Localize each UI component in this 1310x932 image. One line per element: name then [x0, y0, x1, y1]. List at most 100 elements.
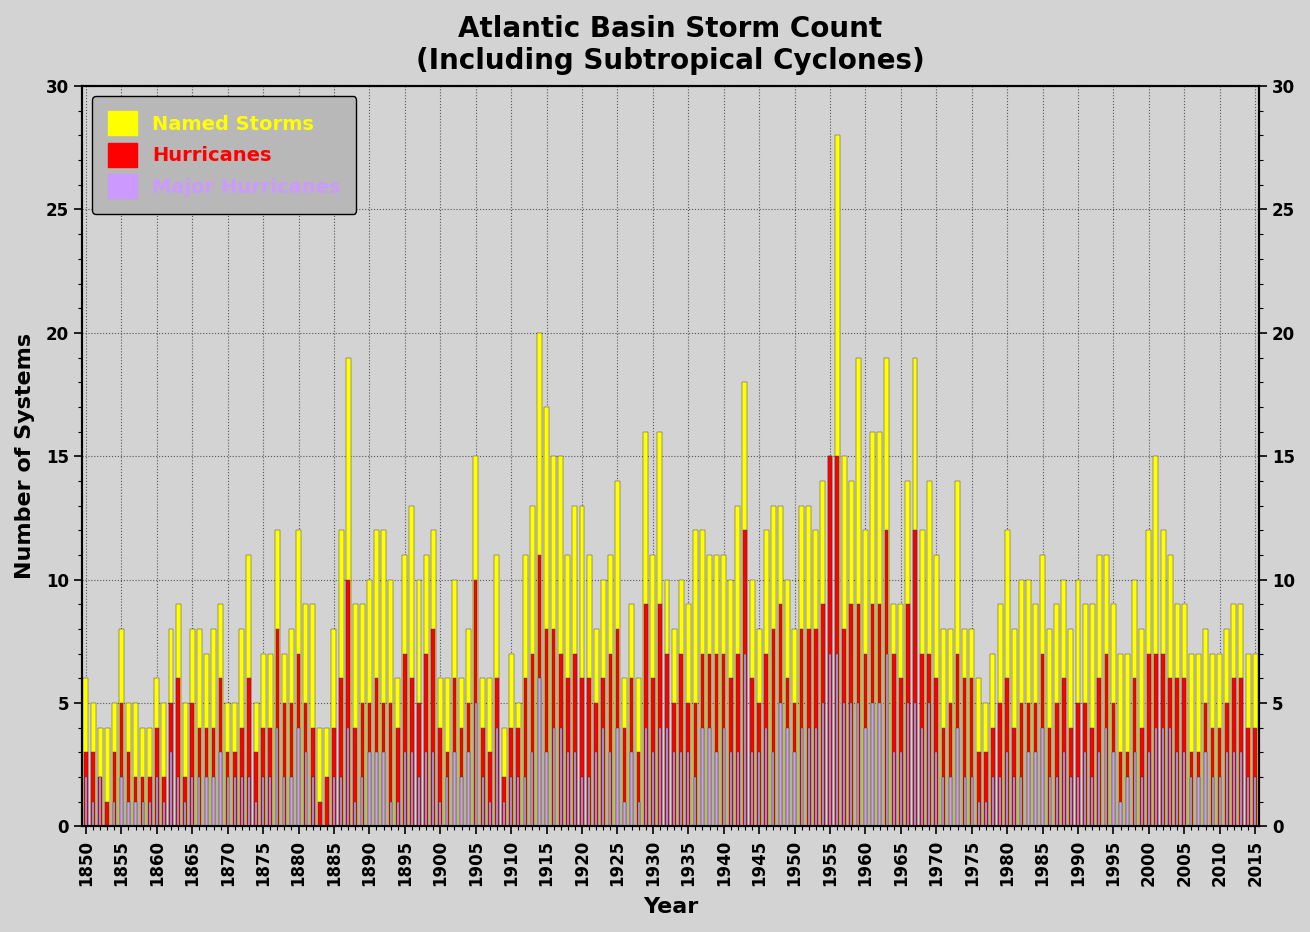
- Bar: [1119, 752, 1123, 827]
- Bar: [757, 703, 761, 827]
- Bar: [367, 580, 372, 827]
- Bar: [290, 703, 293, 827]
- Bar: [1132, 580, 1137, 827]
- Bar: [267, 653, 272, 827]
- Bar: [948, 629, 952, 827]
- Bar: [1035, 752, 1036, 827]
- Bar: [595, 752, 597, 827]
- Bar: [1077, 777, 1079, 827]
- Bar: [1117, 653, 1123, 827]
- Bar: [772, 752, 774, 827]
- Bar: [884, 530, 888, 827]
- Bar: [424, 752, 427, 827]
- Bar: [396, 678, 401, 827]
- Bar: [396, 728, 400, 827]
- Bar: [580, 678, 584, 827]
- Bar: [1239, 678, 1243, 827]
- Bar: [749, 580, 755, 827]
- Bar: [161, 703, 166, 827]
- Bar: [1141, 777, 1142, 827]
- Bar: [261, 653, 266, 827]
- Bar: [1125, 653, 1131, 827]
- Bar: [297, 728, 300, 827]
- Bar: [849, 481, 854, 827]
- Bar: [956, 653, 959, 827]
- Bar: [439, 802, 441, 827]
- Bar: [432, 752, 435, 827]
- Bar: [1034, 604, 1038, 827]
- Bar: [1140, 728, 1144, 827]
- Bar: [225, 703, 231, 827]
- Bar: [651, 678, 655, 827]
- Bar: [225, 752, 229, 827]
- Bar: [1020, 777, 1022, 827]
- Bar: [170, 752, 172, 827]
- Bar: [269, 777, 271, 827]
- Bar: [1104, 653, 1108, 827]
- Bar: [545, 752, 548, 827]
- Bar: [907, 703, 909, 827]
- Bar: [368, 703, 371, 827]
- Bar: [701, 653, 705, 827]
- Bar: [941, 629, 946, 827]
- Bar: [447, 777, 448, 827]
- Bar: [233, 777, 236, 827]
- Bar: [1226, 752, 1227, 827]
- Bar: [510, 777, 512, 827]
- Bar: [1155, 728, 1157, 827]
- Bar: [246, 555, 252, 827]
- Bar: [892, 653, 896, 827]
- Bar: [453, 678, 456, 827]
- Bar: [453, 752, 456, 827]
- Bar: [100, 777, 101, 827]
- Bar: [969, 678, 973, 827]
- Bar: [148, 802, 151, 827]
- Bar: [135, 802, 136, 827]
- Bar: [445, 752, 449, 827]
- Bar: [474, 580, 477, 827]
- Bar: [341, 777, 342, 827]
- Bar: [778, 506, 783, 827]
- Bar: [559, 653, 562, 827]
- Bar: [1210, 653, 1216, 827]
- Bar: [572, 653, 576, 827]
- Bar: [998, 604, 1002, 827]
- Bar: [963, 777, 965, 827]
- Bar: [90, 703, 96, 827]
- Bar: [1218, 777, 1221, 827]
- Bar: [1098, 678, 1100, 827]
- Bar: [778, 604, 782, 827]
- Bar: [537, 333, 542, 827]
- Bar: [992, 777, 994, 827]
- Bar: [141, 777, 144, 827]
- Bar: [948, 703, 952, 827]
- Bar: [715, 653, 718, 827]
- Bar: [659, 728, 662, 827]
- Bar: [844, 703, 845, 827]
- Bar: [935, 752, 938, 827]
- Bar: [638, 802, 639, 827]
- Bar: [474, 703, 477, 827]
- Bar: [156, 777, 159, 827]
- Bar: [162, 802, 165, 827]
- Bar: [445, 678, 449, 827]
- Bar: [303, 604, 308, 827]
- Bar: [1167, 555, 1172, 827]
- Bar: [1231, 604, 1237, 827]
- Bar: [531, 653, 534, 827]
- Bar: [836, 653, 838, 827]
- Bar: [934, 678, 938, 827]
- Bar: [418, 777, 421, 827]
- Bar: [339, 678, 343, 827]
- Bar: [743, 530, 747, 827]
- Bar: [119, 703, 123, 827]
- Bar: [389, 802, 392, 827]
- Bar: [709, 728, 710, 827]
- Bar: [1111, 604, 1116, 827]
- Bar: [969, 629, 975, 827]
- Bar: [346, 358, 351, 827]
- Bar: [190, 629, 195, 827]
- Bar: [1182, 604, 1187, 827]
- Bar: [1127, 777, 1129, 827]
- Bar: [1133, 678, 1137, 827]
